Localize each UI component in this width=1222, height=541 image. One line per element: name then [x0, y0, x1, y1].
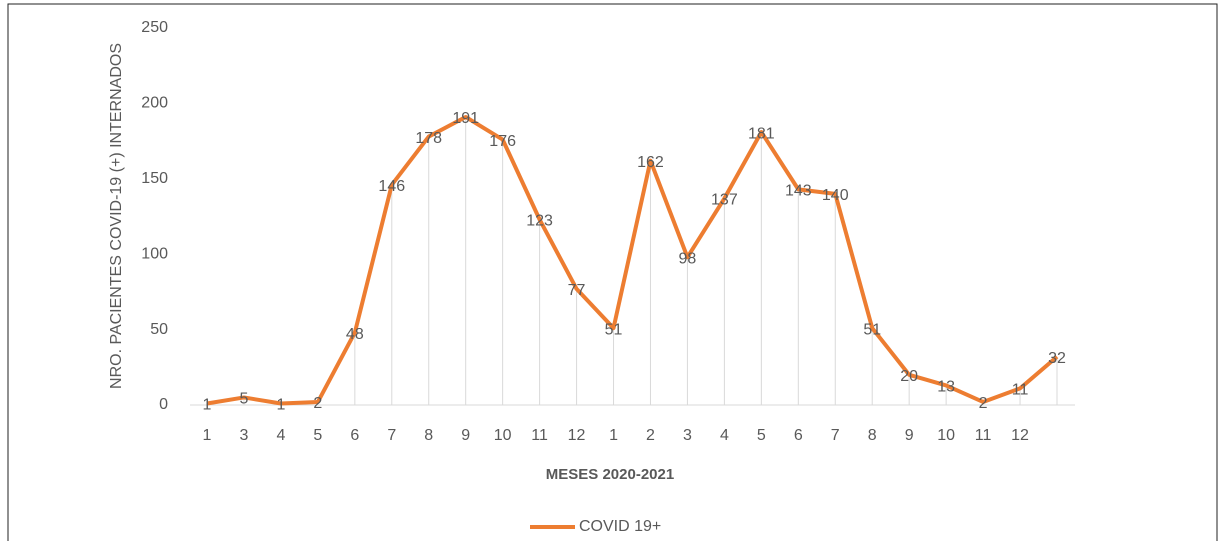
legend-label: COVID 19+: [579, 518, 661, 535]
data-label: 13: [937, 379, 955, 396]
frame: [7, 3, 1218, 541]
data-label: 48: [346, 326, 364, 343]
x-tick-label: 2: [646, 427, 655, 444]
x-tick-label: 9: [461, 427, 470, 444]
x-tick-label: 8: [424, 427, 433, 444]
data-label: 11: [1012, 382, 1029, 399]
data-label: 2: [979, 395, 988, 412]
data-label: 146: [378, 178, 405, 195]
data-label: 143: [785, 183, 812, 200]
line-series: [206, 114, 1059, 406]
data-label: 20: [900, 368, 918, 385]
data-label: 178: [415, 130, 442, 147]
y-tick-label: 200: [141, 95, 168, 112]
y-tick-label: 100: [141, 245, 168, 262]
y-tick-label: 150: [141, 170, 168, 187]
data-label: 32: [1048, 350, 1066, 367]
x-tick-label: 3: [683, 427, 692, 444]
data-label: 98: [679, 250, 697, 267]
data-label: 140: [822, 187, 849, 204]
data-label: 1: [276, 397, 285, 414]
y-tick-label: 250: [141, 19, 168, 36]
x-tick-label: 10: [494, 427, 512, 444]
data-label: 51: [863, 321, 881, 338]
x-tick-label: 11: [531, 427, 548, 444]
data-label: 176: [489, 133, 516, 150]
data-label: 162: [637, 154, 664, 171]
x-tick-label: 7: [831, 427, 840, 444]
y-tick-label: 0: [159, 396, 168, 413]
data-label: 77: [568, 282, 586, 299]
data-label: 181: [748, 125, 775, 142]
x-tick-label: 4: [276, 427, 285, 444]
x-tick-label: 4: [720, 427, 729, 444]
x-tick-label: 3: [240, 427, 249, 444]
data-label: 51: [605, 321, 623, 338]
x-tick-label: 7: [387, 427, 396, 444]
x-tick-label: 8: [868, 427, 877, 444]
x-tick-label: 1: [609, 427, 618, 444]
x-tick-label: 6: [350, 427, 359, 444]
x-tick-label: 12: [1011, 427, 1029, 444]
x-axis-title: MESES 2020-2021: [546, 466, 674, 483]
data-label: 191: [452, 110, 479, 127]
x-tick-label: 12: [568, 427, 586, 444]
y-tick-label: 50: [150, 321, 168, 338]
y-axis-title: NRO. PACIENTES COVID-19 (+) INTERNADOS: [108, 43, 125, 389]
x-tick-label: 10: [937, 427, 955, 444]
data-label: 123: [526, 213, 553, 230]
x-tick-label: 5: [313, 427, 322, 444]
data-label: 1: [203, 397, 212, 414]
data-label: 2: [313, 395, 322, 412]
x-tick-label: 6: [794, 427, 803, 444]
x-tick-label: 11: [975, 427, 992, 444]
x-tick-label: 5: [757, 427, 766, 444]
x-tick-label: 9: [905, 427, 914, 444]
x-tick-label: 1: [203, 427, 212, 444]
data-label: 5: [240, 391, 249, 408]
data-label: 137: [711, 192, 738, 209]
